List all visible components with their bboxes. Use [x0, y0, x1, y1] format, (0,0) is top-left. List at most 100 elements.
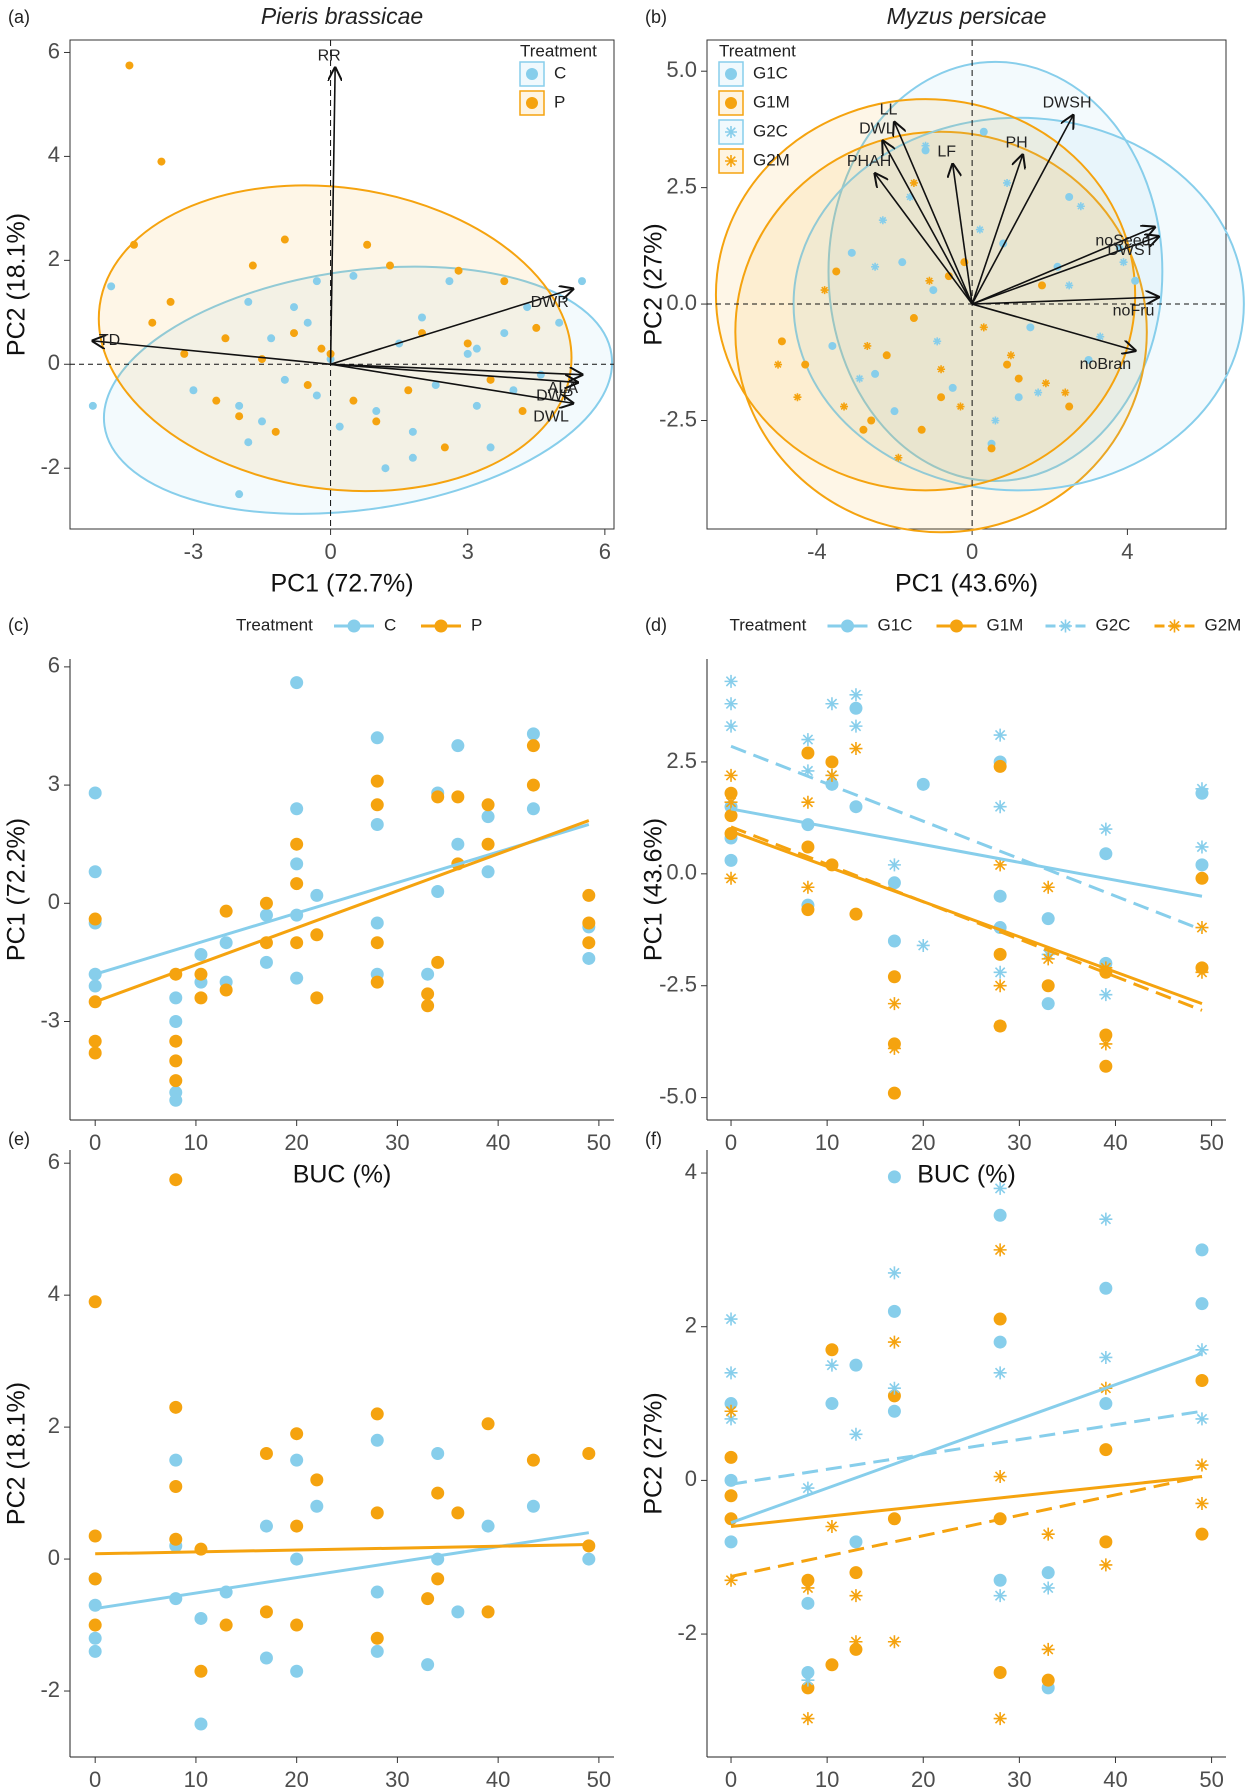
point [1006, 351, 1015, 360]
point [906, 192, 915, 201]
point [381, 464, 390, 473]
point [894, 453, 903, 462]
x-tick-label: 0 [966, 539, 978, 564]
point [290, 303, 298, 312]
regression-line [730, 825, 1203, 1012]
point [993, 1470, 1007, 1484]
point [825, 768, 839, 782]
point [1065, 402, 1074, 411]
point [370, 1585, 384, 1599]
point [180, 349, 189, 358]
point [1096, 332, 1105, 341]
point [107, 282, 116, 291]
y-tick-label: -5.0 [659, 1083, 697, 1108]
point [582, 1447, 596, 1460]
point [372, 407, 381, 416]
point [1061, 388, 1070, 397]
loading-arrow [953, 164, 973, 305]
plot-frame [69, 39, 615, 530]
point [847, 248, 856, 257]
x-tick-label: 40 [1103, 1767, 1127, 1792]
point [290, 877, 304, 891]
point [993, 1181, 1007, 1195]
point [244, 438, 253, 447]
point [259, 1447, 273, 1460]
point [280, 375, 289, 384]
x-tick-label: 0 [725, 1767, 737, 1792]
point [975, 225, 984, 234]
point [1099, 988, 1113, 1002]
regression-line [94, 819, 590, 1004]
point [1099, 1037, 1113, 1051]
point [290, 329, 298, 338]
point [1026, 323, 1035, 332]
legend-marker [725, 68, 737, 80]
y-tick-label: -2 [677, 1620, 697, 1645]
point [887, 1389, 901, 1403]
point [993, 1019, 1007, 1033]
point [993, 1573, 1007, 1587]
point [235, 401, 244, 410]
point [157, 157, 166, 166]
point [290, 1618, 304, 1632]
point [1195, 840, 1209, 854]
point [825, 755, 839, 769]
y-tick-label: -2 [40, 454, 60, 479]
point [1195, 921, 1209, 935]
point [370, 916, 384, 930]
legend-marker [841, 619, 854, 633]
point [1041, 880, 1055, 894]
y-tick-label: -3 [40, 1007, 60, 1032]
panel: (c) 0 10 20 30 40 50 -3 0 3 6 BUC (%) PC1 (72.2%) Tre… [3, 615, 614, 1189]
point [1195, 858, 1209, 872]
point [993, 1366, 1007, 1380]
point [887, 970, 901, 984]
point [1041, 1527, 1055, 1541]
legend-label: G1C [753, 63, 788, 82]
point [431, 1572, 445, 1586]
point [801, 360, 810, 369]
point [993, 1712, 1007, 1726]
point [88, 1046, 102, 1060]
point [855, 374, 864, 383]
x-tick-label: 40 [1103, 1130, 1127, 1155]
point [724, 795, 738, 809]
point [898, 258, 907, 267]
confidence-ellipse [792, 116, 1245, 492]
y-axis-label: PC2 (27%) [640, 1392, 668, 1514]
point [801, 1681, 815, 1695]
legend-marker [725, 97, 737, 109]
y-axis-label: PC2 (18.1%) [3, 213, 31, 356]
panel-label: (d) [645, 615, 667, 635]
point [993, 1589, 1007, 1603]
legend-marker [724, 125, 738, 139]
point [582, 936, 596, 950]
point [887, 1512, 901, 1526]
point [801, 1573, 815, 1587]
point [526, 739, 540, 753]
point [1099, 1059, 1113, 1073]
legend-label: C [554, 63, 566, 82]
point [1041, 912, 1055, 926]
y-tick-label: 4 [48, 142, 60, 167]
point [916, 938, 930, 952]
legend-label: G2M [1205, 615, 1242, 634]
point [887, 1404, 901, 1418]
point [867, 416, 876, 425]
point [421, 999, 435, 1013]
point [890, 407, 899, 416]
point [148, 318, 157, 327]
point [421, 1658, 435, 1672]
regression-line [94, 1531, 590, 1611]
point [1195, 1412, 1209, 1426]
point [169, 1034, 183, 1048]
x-tick-label: 30 [1007, 1767, 1031, 1792]
point [370, 1631, 384, 1645]
point [849, 1589, 863, 1603]
point [526, 1453, 540, 1467]
point [801, 840, 815, 854]
y-axis-label: PC1 (43.6%) [640, 818, 668, 961]
point [518, 407, 527, 416]
point [993, 889, 1007, 903]
point [1195, 1527, 1209, 1541]
